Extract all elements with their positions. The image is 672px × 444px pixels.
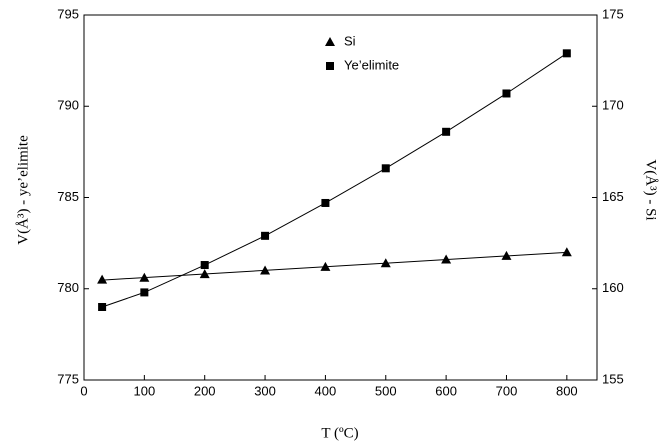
series-line xyxy=(101,52,568,308)
y-tick-label: 785 xyxy=(57,189,79,204)
fit-line xyxy=(102,251,567,281)
x-axis-label: T (ºC) xyxy=(321,425,358,441)
square-marker xyxy=(562,49,571,58)
x-tick-label: 600 xyxy=(435,383,457,398)
square-marker xyxy=(261,231,270,240)
x-tick-label: 0 xyxy=(80,383,87,398)
y2-tick-label: 175 xyxy=(602,6,624,21)
x-tick-label: 800 xyxy=(556,383,578,398)
triangle-marker xyxy=(441,254,452,264)
triangle-marker xyxy=(380,258,391,268)
triangle-marker xyxy=(501,250,512,260)
square-marker xyxy=(98,303,107,311)
y2-tick-label: 170 xyxy=(602,98,624,113)
x-tick-label: 500 xyxy=(375,383,397,398)
triangle-marker xyxy=(199,269,210,279)
triangle-marker xyxy=(325,37,335,46)
square-marker xyxy=(321,198,330,207)
y-tick-label: 780 xyxy=(57,280,79,295)
square-marker xyxy=(326,62,334,70)
square-marker xyxy=(140,288,149,297)
square-marker xyxy=(502,89,511,98)
legend-label: Si xyxy=(344,33,356,48)
y2-tick-label: 165 xyxy=(602,189,624,204)
y2-tick-label: 160 xyxy=(602,280,624,295)
triangle-marker xyxy=(320,261,331,271)
triangle-marker xyxy=(97,274,108,284)
square-marker xyxy=(442,127,451,136)
square-marker xyxy=(381,164,390,173)
y-axis-label: V(Å³) - ye’elimite xyxy=(15,135,31,245)
y-tick-label: 775 xyxy=(57,371,79,386)
y2-tick-label: 155 xyxy=(602,371,624,386)
y2-axis-label: V(Å³) - Si xyxy=(643,159,659,220)
legend-label: Ye’elimite xyxy=(344,57,399,72)
x-tick-label: 200 xyxy=(194,383,216,398)
triangle-marker xyxy=(139,272,150,282)
triangle-marker xyxy=(561,247,572,257)
x-tick-label: 300 xyxy=(254,383,276,398)
triangle-marker xyxy=(260,265,271,275)
x-tick-label: 400 xyxy=(315,383,337,398)
y-tick-label: 790 xyxy=(57,98,79,113)
plot-frame xyxy=(83,14,598,381)
y-tick-label: 795 xyxy=(57,6,79,21)
x-tick-label: 100 xyxy=(134,383,156,398)
square-marker xyxy=(200,261,209,270)
x-tick-label: 700 xyxy=(496,383,518,398)
